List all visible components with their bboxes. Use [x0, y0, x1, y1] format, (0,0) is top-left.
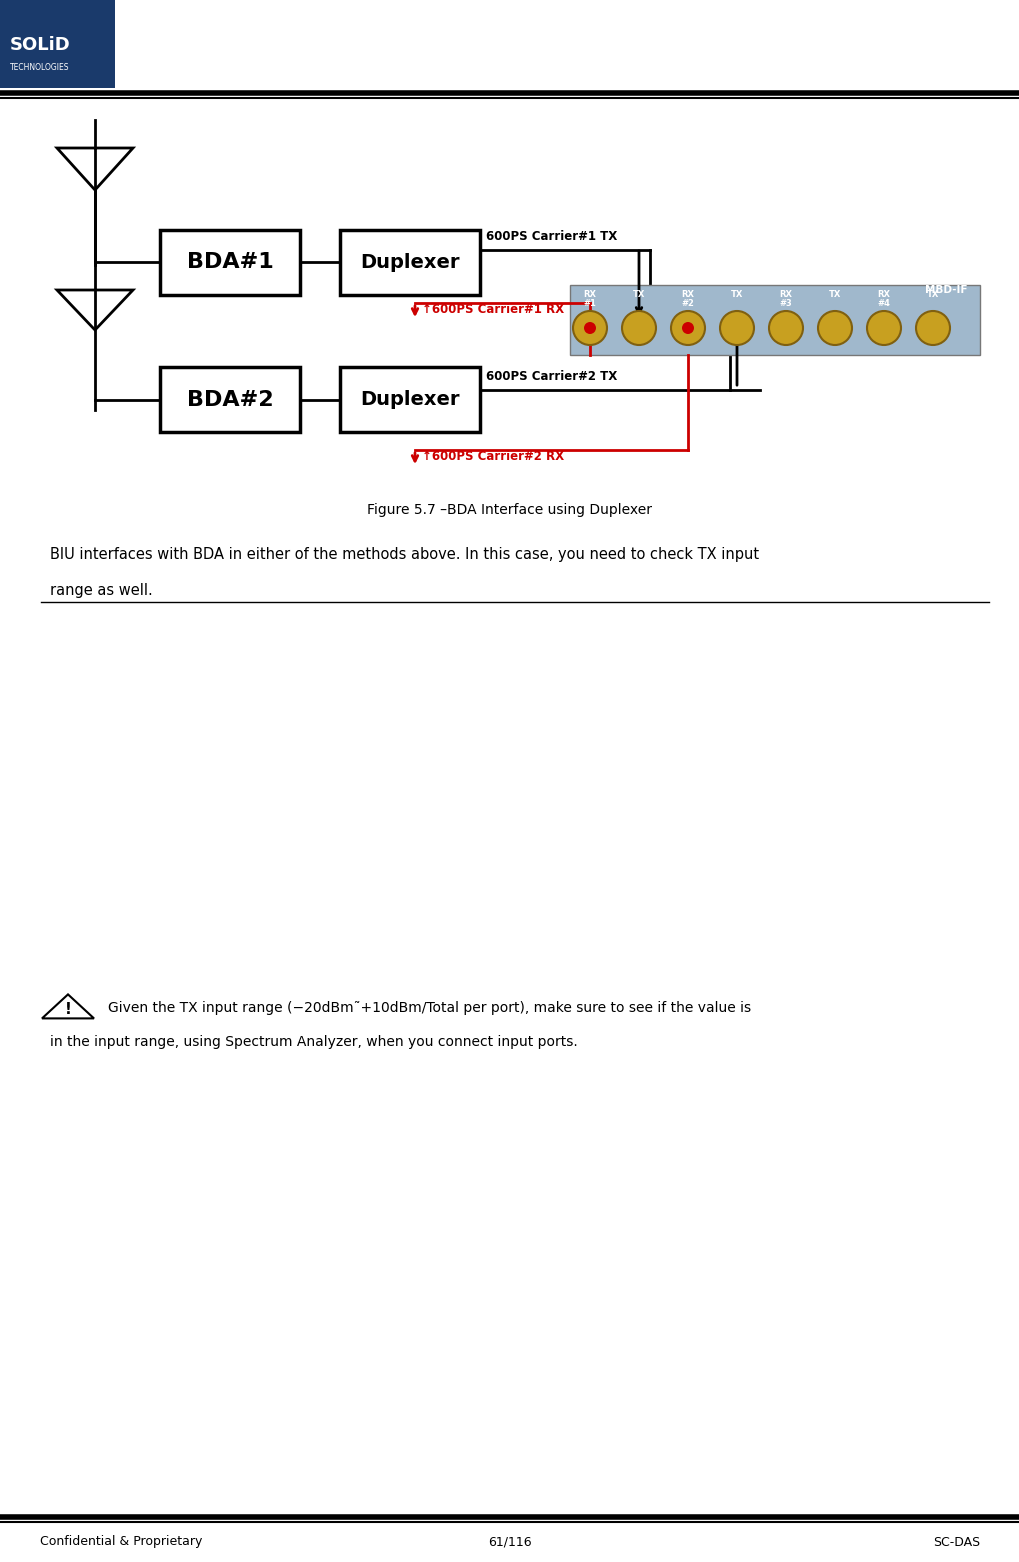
Text: #4: #4 [876, 298, 890, 308]
Text: SOLiD: SOLiD [10, 36, 70, 55]
Text: 600PS Carrier#1 TX: 600PS Carrier#1 TX [485, 230, 616, 244]
Bar [160, 230, 300, 295]
Circle shape [671, 311, 704, 345]
Text: RX: RX [779, 291, 792, 298]
Text: ↑600PS Carrier#1 RX: ↑600PS Carrier#1 RX [422, 303, 564, 316]
Text: ↑600PS Carrier#2 RX: ↑600PS Carrier#2 RX [422, 450, 564, 462]
Text: Figure 5.7 –BDA Interface using Duplexer: Figure 5.7 –BDA Interface using Duplexer [367, 503, 652, 517]
Bar [339, 230, 480, 295]
Text: Confidential & Proprietary: Confidential & Proprietary [40, 1535, 202, 1548]
Circle shape [817, 311, 851, 345]
Circle shape [622, 311, 655, 345]
Text: #3: #3 [779, 298, 792, 308]
Text: TX: TX [926, 291, 938, 298]
Circle shape [682, 322, 693, 334]
Text: Duplexer: Duplexer [360, 390, 460, 409]
Circle shape [866, 311, 900, 345]
Text: RX: RX [876, 291, 890, 298]
Circle shape [719, 311, 753, 345]
Text: 61/116: 61/116 [488, 1535, 531, 1548]
Text: BIU interfaces with BDA in either of the methods above. In this case, you need t: BIU interfaces with BDA in either of the… [50, 548, 758, 562]
Text: Given the TX input range (−20dBm˜+10dBm/Total per port), make sure to see if the: Given the TX input range (−20dBm˜+10dBm/… [108, 1001, 750, 1015]
Text: TECHNOLOGIES: TECHNOLOGIES [10, 64, 69, 72]
Text: #1: #1 [583, 298, 596, 308]
Text: 600PS Carrier#2 TX: 600PS Carrier#2 TX [485, 370, 616, 383]
Text: TX: TX [632, 291, 645, 298]
Text: SC-DAS: SC-DAS [932, 1535, 979, 1548]
Text: !: ! [64, 1003, 71, 1017]
Circle shape [584, 322, 595, 334]
Text: in the input range, using Spectrum Analyzer, when you connect input ports.: in the input range, using Spectrum Analy… [50, 1036, 577, 1050]
Bar [0, 0, 115, 87]
Text: TX: TX [828, 291, 841, 298]
Text: RX: RX [583, 291, 596, 298]
Text: RX: RX [681, 291, 694, 298]
Bar [160, 367, 300, 433]
Text: TX: TX [730, 291, 743, 298]
Bar [570, 284, 979, 355]
Text: MBD-IF: MBD-IF [924, 284, 967, 295]
Circle shape [573, 311, 606, 345]
Text: Duplexer: Duplexer [360, 253, 460, 272]
Text: BDA#2: BDA#2 [186, 389, 273, 409]
Text: #2: #2 [681, 298, 694, 308]
Circle shape [768, 311, 802, 345]
Text: range as well.: range as well. [50, 583, 153, 598]
Text: BDA#1: BDA#1 [186, 253, 273, 272]
Bar [339, 367, 480, 433]
Circle shape [915, 311, 949, 345]
